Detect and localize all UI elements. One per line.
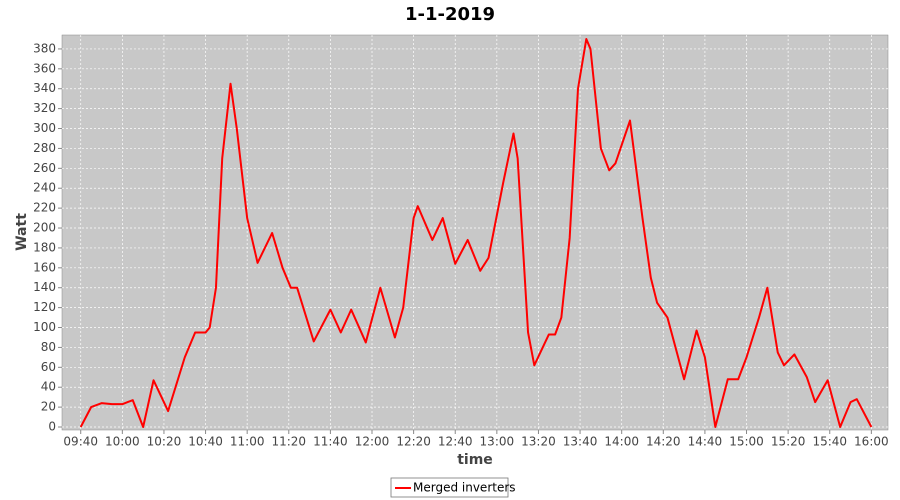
- x-tick-label: 11:00: [230, 435, 265, 449]
- series-line: [79, 37, 873, 429]
- x-tick-label: 10:00: [105, 435, 140, 449]
- x-tick-label: 11:20: [271, 435, 306, 449]
- y-tick-label: 280: [33, 141, 56, 155]
- y-tick-label: 40: [41, 380, 56, 394]
- y-tick-label: 0: [48, 420, 56, 434]
- x-tick-label: 10:20: [147, 435, 182, 449]
- x-tick-label: 12:40: [438, 435, 473, 449]
- x-tick-label: 15:00: [729, 435, 764, 449]
- y-tick-label: 20: [41, 400, 56, 414]
- y-tick-label: 60: [41, 360, 56, 374]
- x-tick-label: 15:20: [771, 435, 806, 449]
- x-tick-label: 11:40: [313, 435, 348, 449]
- x-tick-label: 10:40: [188, 435, 223, 449]
- x-tick-label: 12:20: [396, 435, 431, 449]
- y-tick-label: 200: [33, 221, 56, 235]
- y-tick-label: 380: [33, 41, 56, 55]
- y-tick-label: 120: [33, 300, 56, 314]
- y-tick-label: 360: [33, 61, 56, 75]
- legend-box: [390, 477, 509, 498]
- y-tick-label: 220: [33, 201, 56, 215]
- y-tick-label: 180: [33, 240, 56, 254]
- y-axis-label: Watt: [14, 213, 30, 251]
- y-tick-label: 260: [33, 161, 56, 175]
- legend-label: Merged inverters: [413, 481, 516, 495]
- x-tick-label: 13:00: [480, 435, 515, 449]
- y-tick-label: 300: [33, 121, 56, 135]
- y-tick-label: 80: [41, 340, 56, 354]
- legend: Merged inverters: [390, 477, 516, 498]
- y-tick-label: 100: [33, 320, 56, 334]
- x-tick-label: 13:20: [521, 435, 556, 449]
- y-tick-label: 320: [33, 101, 56, 115]
- x-tick-label: 14:00: [604, 435, 639, 449]
- x-tick-label: 09:40: [63, 435, 98, 449]
- y-tick-label: 340: [33, 81, 56, 95]
- x-tick-label: 13:40: [563, 435, 598, 449]
- x-tick-label: 14:40: [688, 435, 723, 449]
- x-tick-label: 12:00: [355, 435, 390, 449]
- x-tick-label: 15:40: [812, 435, 847, 449]
- y-tick-label: 140: [33, 280, 56, 294]
- chart-title: 1-1-2019: [405, 4, 495, 25]
- x-tick-label: 16:00: [854, 435, 889, 449]
- x-axis-label: time: [457, 452, 493, 468]
- y-tick-label: 240: [33, 181, 56, 195]
- x-tick-label: 14:20: [646, 435, 681, 449]
- plot-area: [61, 34, 889, 431]
- y-tick-label: 160: [33, 260, 56, 274]
